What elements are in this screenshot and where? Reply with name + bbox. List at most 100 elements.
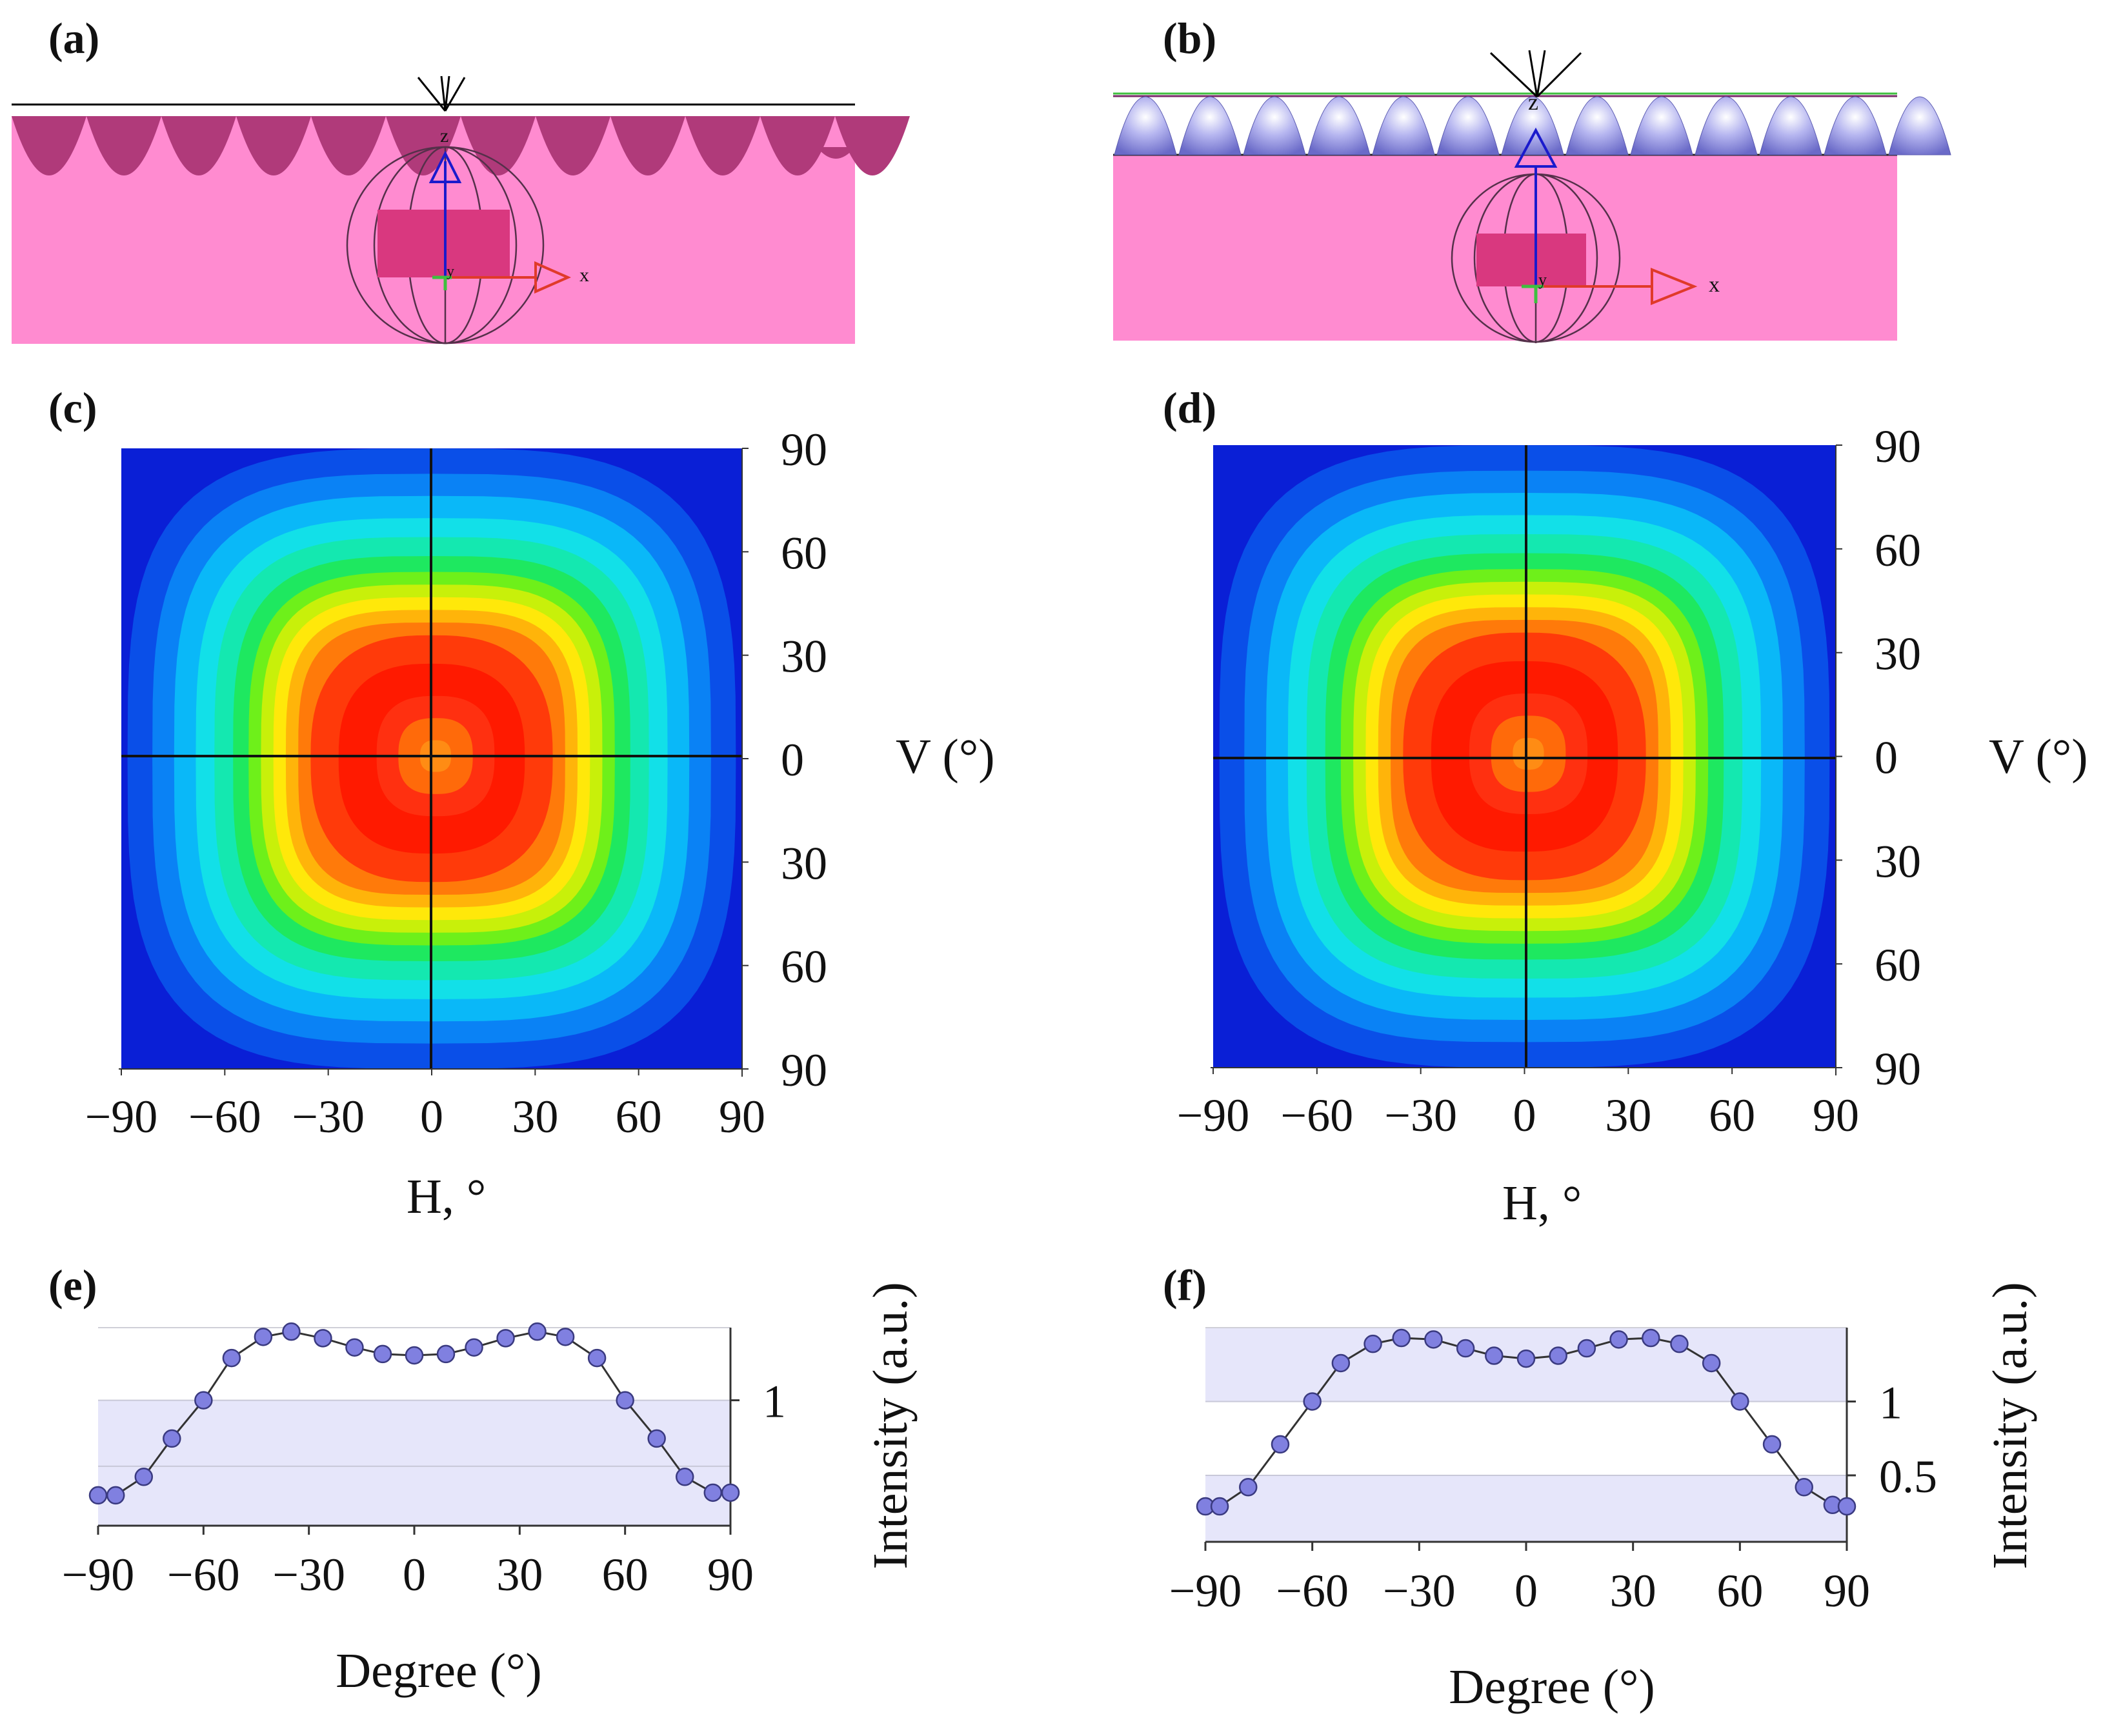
light-source-glyph [417,75,466,112]
data-point [1271,1435,1290,1454]
panel-b-label: (b) [1163,14,1216,63]
data-point [675,1468,694,1486]
x-tick-label: −90 [1169,1565,1242,1617]
data-point [1731,1392,1749,1411]
h-axis-title: H, ° [1502,1176,1582,1230]
intensity-line-chart: −90 −60 −30 0 30 60 90 1 0.5 [1169,1327,1937,1617]
h-tick-label: 90 [719,1091,765,1142]
v-tick-label: 90 [1875,421,1921,472]
data-point [1577,1339,1596,1358]
background-band [98,1400,730,1526]
convex-lens [1372,96,1435,155]
data-point [1702,1353,1721,1373]
intensity-line-chart: −90 −60 −30 0 30 60 90 1 [62,1322,786,1601]
axis-triad-a: z x y [428,125,589,294]
data-point [1424,1330,1443,1349]
v-tick-label: 30 [781,837,827,889]
data-point [496,1329,515,1348]
h-axis-title: H, ° [407,1170,486,1224]
x-tick-label: 60 [1716,1565,1763,1617]
h-tick-label: −30 [292,1091,365,1142]
v-tick-label: 60 [781,941,827,993]
x-tick-label: 60 [602,1549,649,1601]
v-tick-label: 90 [781,1044,827,1096]
h-tick-label: −60 [188,1091,261,1142]
y-axis-title: Intensity (a.u.) [1983,1282,2037,1569]
panel-a-label: (a) [48,14,99,63]
convex-lens [1759,96,1822,155]
data-point [1456,1339,1475,1358]
panel-d: (d) 90 60 30 0 30 60 90 −90 −60 −30 0 30 60 90 V (°)… [1163,383,2088,1230]
h-tick-labels: −90 −60 −30 0 30 60 90 [1177,1090,1859,1141]
x-tick-label: 0 [403,1549,426,1601]
data-point [1485,1346,1504,1365]
x-axis-title: Degree (°) [336,1644,541,1698]
panel-e-label: (e) [48,1261,97,1310]
x-tick-label: −60 [167,1549,240,1601]
data-point [405,1346,424,1365]
background-band [1205,1475,1847,1542]
h-tick-label: 0 [420,1091,443,1142]
panel-f-label: (f) [1163,1261,1207,1310]
concave-lens [760,116,835,175]
data-point [1549,1346,1567,1365]
concave-lens [86,116,161,175]
axis-y-label: y [1538,270,1547,289]
h-tick-label: −30 [1384,1090,1457,1141]
data-point [1609,1330,1628,1349]
data-point [1239,1478,1258,1497]
light-source-glyph [1489,50,1582,98]
v-tick-label: 0 [1875,732,1898,784]
data-point [703,1483,723,1502]
data-point [556,1328,575,1346]
panel-e: (e) −90 −60 −30 0 30 60 90 1 Degree (°) Intensi… [48,1261,918,1698]
data-point [1670,1334,1689,1353]
axis-triad-b: z x y [1514,89,1720,305]
v-tick-label: 60 [781,527,827,579]
concave-lens [161,116,236,175]
x-tick-label: −30 [272,1549,345,1601]
y-axis-title: Intensity (a.u.) [863,1282,918,1569]
contour-band [1513,737,1544,770]
data-point [587,1348,607,1368]
concave-lens [311,116,386,175]
panel-c: (c) 90 60 30 0 30 60 90 −90 −60 −30 0 30 60 90 V (°)… [48,383,995,1224]
panel-f: (f) −90 −60 −30 0 30 60 90 1 0.5 Degree (°) Inte… [1163,1261,2037,1714]
data-point [1642,1328,1660,1348]
convex-lens [1824,96,1887,155]
data-point [282,1322,301,1341]
v-tick-label: 30 [1875,835,1921,887]
concave-lens [835,116,910,175]
data-point [1837,1497,1856,1516]
v-tick-label: 30 [1875,628,1921,680]
x-tick-label: 90 [1824,1565,1870,1617]
y-tick-label: 1 [1879,1377,1902,1428]
x-tick-label: −90 [62,1549,135,1601]
v-tick-label: 90 [781,424,827,475]
v-tick-label: 30 [781,631,827,683]
h-tick-label: 0 [1513,1090,1536,1141]
convex-lens [1243,96,1306,155]
convex-lens [1888,96,1951,155]
x-tick-label: 90 [707,1549,754,1601]
convex-lens [1565,96,1629,155]
v-tick-label: 0 [781,734,804,786]
panel-a: (a) z x y [12,14,910,344]
data-point [1363,1334,1382,1353]
convex-lens [1178,96,1242,155]
data-point [106,1486,125,1505]
data-point [1516,1349,1536,1368]
axis-z-label: z [440,125,448,146]
v-tick-labels: 90 60 30 0 30 60 90 [1875,421,1921,1095]
x-tick-label: −30 [1383,1565,1456,1617]
convex-lens [1630,96,1693,155]
led-chip [1476,234,1586,286]
axis-y-label: y [447,263,454,280]
intensity-heatmap [1211,444,1842,1075]
panel-d-label: (d) [1163,383,1216,432]
concave-lens [12,116,86,175]
data-point [465,1338,483,1357]
y-tick-label: 1 [763,1376,786,1428]
axis-x-label: x [1709,273,1720,297]
